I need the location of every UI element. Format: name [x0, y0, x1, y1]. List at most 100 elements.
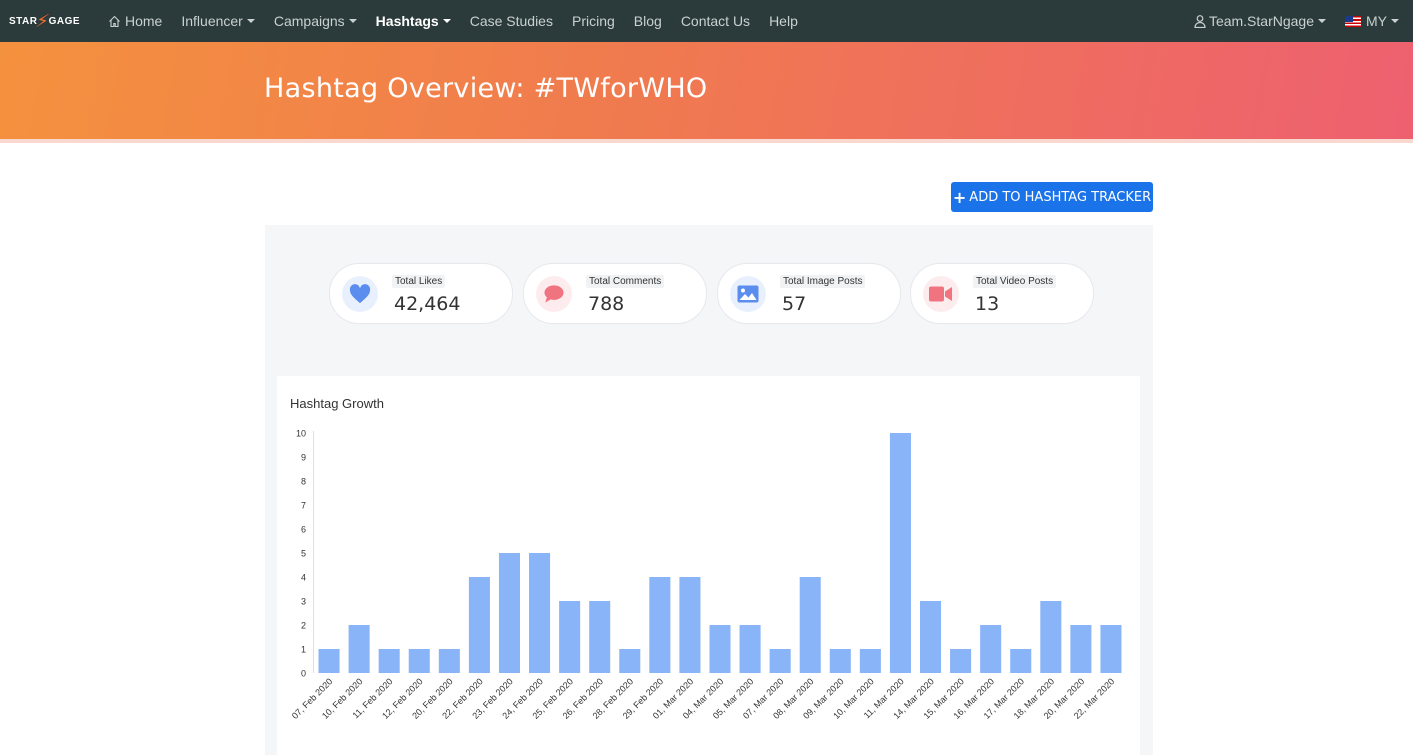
stat-label: Total Video Posts: [973, 275, 1057, 288]
bar: [950, 649, 972, 673]
stat-label: Total Likes: [392, 275, 446, 288]
bar: [1010, 649, 1032, 673]
bar: [919, 601, 942, 673]
bar: [709, 625, 731, 673]
stat-card-total-comments: Total Comments 788: [523, 263, 707, 324]
banner-divider: [0, 139, 1413, 143]
y-tick-label: 5: [301, 549, 306, 559]
nav-item-label: Blog: [633, 13, 662, 29]
chevron-down-icon: [442, 19, 451, 23]
add-to-hashtag-tracker-button[interactable]: + ADD TO HASHTAG TRACKER: [951, 182, 1153, 212]
stat-value: 13: [975, 293, 1000, 315]
bar: [1070, 625, 1092, 673]
logo-text-right: GAGE: [48, 15, 81, 27]
country-code: MY: [1366, 13, 1387, 29]
bar: [589, 601, 611, 673]
plus-icon: +: [952, 187, 967, 207]
hashtag-overview-panel: Total Likes 42,464 Total Comments 788 Total …: [265, 225, 1153, 756]
hashtag-growth-card: Hashtag Growth 0 1 2 3 4 5 6 7 8 9 10 07, Feb 2020 1…: [277, 376, 1140, 756]
starngage-logo[interactable]: STAR ⚡ GAGE: [9, 8, 80, 34]
user-menu[interactable]: Team.StarNgage: [1194, 13, 1326, 29]
nav-item-label: Influencer: [181, 13, 243, 29]
comment-icon: [536, 276, 572, 312]
bar: [408, 649, 430, 673]
bar: [438, 649, 460, 673]
user-icon: [1194, 14, 1206, 28]
stat-label: Total Comments: [586, 275, 665, 288]
stat-card-total-image-posts: Total Image Posts 57: [717, 263, 901, 324]
bar: [318, 649, 340, 673]
bar: [829, 649, 851, 673]
nav-item-blog[interactable]: Blog: [634, 13, 662, 29]
bar: [769, 649, 791, 673]
user-name: Team.StarNgage: [1208, 13, 1314, 29]
y-tick-label: 4: [301, 573, 306, 583]
nav-item-label: Pricing: [571, 13, 615, 29]
y-tick-label: 2: [301, 621, 306, 631]
user-nav: Team.StarNgage MY: [1194, 0, 1399, 42]
logo-text-left: STAR: [9, 15, 38, 27]
y-tick-label: 9: [301, 453, 306, 463]
add-tracker-label: ADD TO HASHTAG TRACKER: [969, 189, 1152, 205]
y-tick-label: 1: [301, 645, 306, 655]
nav-item-help[interactable]: Help: [769, 13, 798, 29]
page-header-banner: Hashtag Overview: #TWforWHO: [0, 42, 1413, 139]
home-icon: [109, 15, 120, 27]
y-tick-label: 6: [301, 525, 306, 535]
bar: [649, 577, 671, 673]
bar: [498, 553, 521, 673]
main-nav: Home Influencer Campaigns Hashtags Case Stud…: [108, 0, 817, 42]
chevron-down-icon: [1391, 19, 1399, 23]
y-tick-label: 7: [301, 501, 306, 511]
chevron-down-icon: [348, 19, 357, 23]
logo-bolt-icon: ⚡: [34, 10, 52, 31]
video-icon: [923, 276, 959, 312]
bar: [799, 577, 821, 673]
top-navbar: STAR ⚡ GAGE Home Influencer Campaigns Hasht…: [0, 0, 1413, 42]
y-tick-label: 8: [301, 477, 306, 487]
nav-item-home[interactable]: Home: [108, 13, 162, 29]
nav-item-case-studies[interactable]: Case Studies: [470, 13, 553, 29]
stat-value: 42,464: [394, 293, 461, 315]
image-icon: [730, 276, 766, 312]
y-tick-label: 3: [301, 597, 306, 607]
nav-item-label: Campaigns: [273, 13, 345, 29]
nav-item-campaigns[interactable]: Campaigns: [274, 13, 357, 29]
nav-item-label: Home: [125, 13, 163, 29]
nav-item-contact-us[interactable]: Contact Us: [681, 13, 750, 29]
bar: [889, 433, 911, 673]
stat-card-total-video-posts: Total Video Posts 13: [910, 263, 1094, 324]
bar: [859, 649, 881, 673]
heart-icon: [342, 276, 378, 312]
bar: [378, 649, 400, 673]
page-title: Hashtag Overview: #TWforWHO: [264, 73, 708, 104]
bar: [679, 577, 701, 673]
nav-item-hashtags[interactable]: Hashtags: [376, 13, 451, 29]
chart-title: Hashtag Growth: [290, 396, 384, 411]
chevron-down-icon: [1318, 19, 1326, 23]
bar: [348, 625, 370, 673]
nav-item-label: Case Studies: [469, 13, 553, 29]
stat-value: 788: [588, 293, 625, 315]
bar: [468, 577, 490, 673]
bar: [619, 649, 641, 673]
country-selector[interactable]: MY: [1345, 13, 1399, 29]
nav-item-label: Contact Us: [680, 13, 751, 29]
nav-item-pricing[interactable]: Pricing: [572, 13, 615, 29]
nav-item-label: Help: [769, 13, 798, 29]
bar: [739, 625, 761, 673]
nav-item-label: Hashtags: [375, 13, 439, 29]
bar: [559, 601, 581, 673]
bar: [1040, 601, 1062, 673]
malaysia-flag-icon: [1345, 15, 1361, 27]
stat-label: Total Image Posts: [780, 275, 866, 288]
y-tick-label: 10: [296, 429, 306, 439]
bar: [529, 553, 551, 673]
chevron-down-icon: [246, 19, 255, 23]
y-tick-label: 0: [301, 669, 306, 679]
bar: [1100, 625, 1122, 673]
stat-value: 57: [782, 293, 807, 315]
bar: [980, 625, 1002, 673]
nav-item-influencer[interactable]: Influencer: [181, 13, 255, 29]
